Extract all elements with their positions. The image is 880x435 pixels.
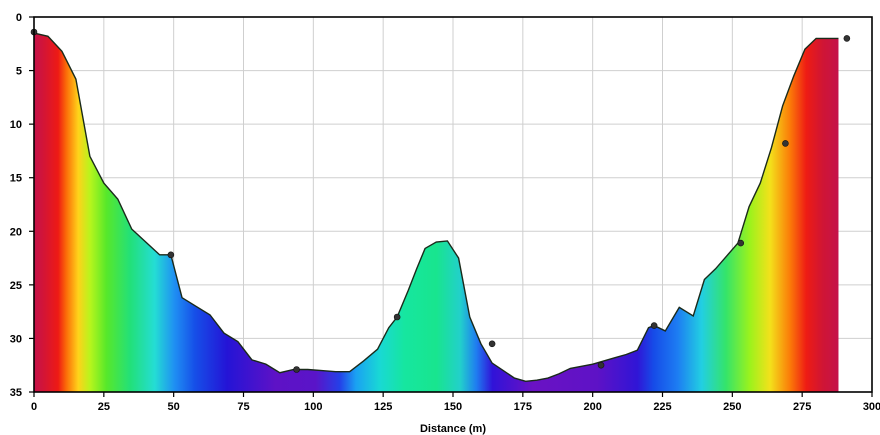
x-axis-title: Distance (m) bbox=[420, 423, 486, 435]
x-tick-label: 250 bbox=[723, 401, 741, 413]
y-tick-label: 25 bbox=[10, 280, 22, 292]
x-tick-label: 50 bbox=[168, 401, 180, 413]
y-tick-label: 35 bbox=[10, 387, 22, 399]
profile-outline bbox=[33, 32, 839, 382]
profile-marker bbox=[393, 313, 401, 321]
x-tick-label: 0 bbox=[31, 401, 37, 413]
x-tick-label: 300 bbox=[863, 401, 880, 413]
profile-marker bbox=[782, 140, 789, 147]
x-tick-labels: 0 25 50 75 100 125 150 175 200 225 250 275 300 bbox=[31, 401, 880, 413]
x-tick-label: 150 bbox=[444, 401, 462, 413]
profile-marker bbox=[488, 340, 496, 348]
profile-area bbox=[33, 32, 839, 392]
y-tick-label: 10 bbox=[10, 119, 22, 131]
y-tick-label: 20 bbox=[10, 226, 22, 238]
x-tick-label: 75 bbox=[237, 401, 249, 413]
y-tick-labels: 0 5 10 15 20 25 30 35 bbox=[10, 12, 22, 399]
x-tick-label: 275 bbox=[793, 401, 811, 413]
profile-marker bbox=[167, 251, 175, 259]
x-tick-label: 175 bbox=[514, 401, 532, 413]
x-tick-label: 125 bbox=[374, 401, 392, 413]
profile-marker bbox=[843, 35, 851, 42]
profile-marker bbox=[737, 239, 745, 247]
x-tick-label: 25 bbox=[98, 401, 110, 413]
profile-marker bbox=[650, 322, 658, 329]
y-tick-label: 30 bbox=[10, 333, 22, 345]
profile-marker bbox=[293, 366, 300, 373]
y-tick-label: 0 bbox=[16, 12, 22, 24]
y-tick-label: 5 bbox=[16, 66, 22, 78]
x-tick-label: 100 bbox=[304, 401, 322, 413]
x-tick-label: 225 bbox=[653, 401, 671, 413]
profile-marker bbox=[597, 361, 605, 369]
x-tick-label: 200 bbox=[583, 401, 601, 413]
y-tick-label: 15 bbox=[10, 173, 22, 185]
profile-fill bbox=[34, 33, 839, 392]
axes bbox=[29, 16, 873, 397]
